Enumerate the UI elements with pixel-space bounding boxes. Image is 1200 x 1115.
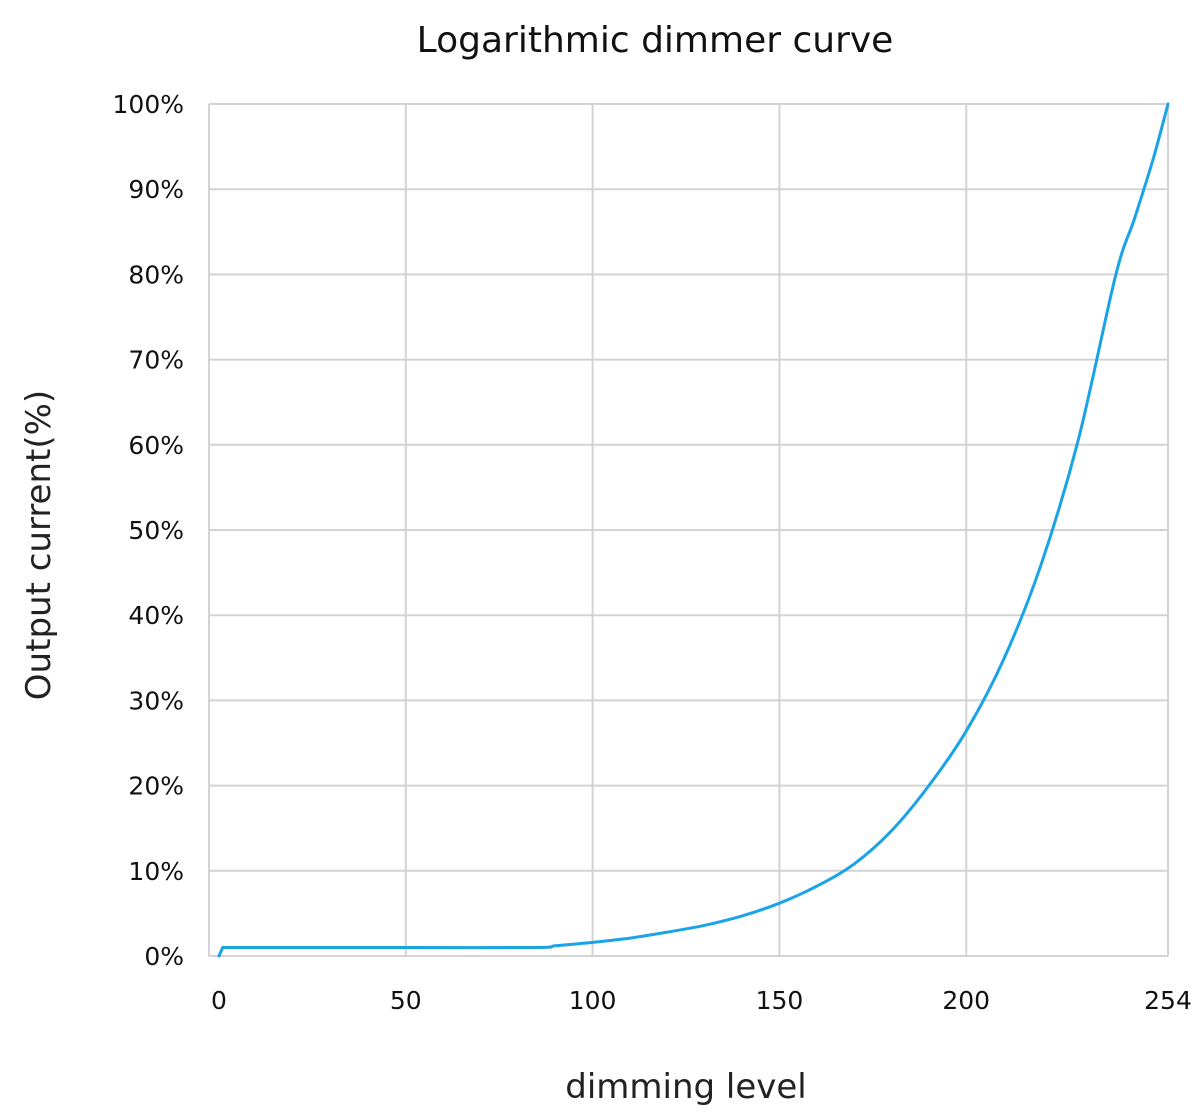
y-tick-label: 90%: [128, 175, 184, 204]
y-tick-label: 40%: [128, 601, 184, 630]
grid-layer: [209, 103, 1169, 956]
series-line: [217, 102, 1170, 958]
y-tick-label: 70%: [128, 346, 184, 375]
x-tick-label: 150: [756, 986, 804, 1015]
y-tick-label: 60%: [128, 431, 184, 460]
y-tick-label: 30%: [128, 686, 184, 715]
y-tick-label: 20%: [128, 772, 184, 801]
series-layer: [217, 102, 1170, 958]
x-tick-label: 50: [390, 986, 422, 1015]
x-tick-label: 0: [211, 986, 227, 1015]
x-tick-labels: 0 50 100 150 200 254: [211, 986, 1192, 1015]
y-tick-label: 0%: [144, 942, 184, 971]
y-tick-label: 100%: [113, 90, 184, 119]
y-axis-title: Output current(%): [19, 390, 59, 700]
x-tick-label: 200: [942, 986, 990, 1015]
x-tick-label: 100: [569, 986, 617, 1015]
x-tick-label: 254: [1144, 986, 1192, 1015]
y-tick-labels: 0% 10% 20% 30% 40% 50% 60% 70% 80% 90% 100%: [113, 90, 184, 971]
chart-title: Logarithmic dimmer curve: [417, 20, 894, 61]
y-tick-label: 80%: [128, 260, 184, 289]
axis-layer: [208, 104, 1168, 957]
y-tick-label: 50%: [128, 516, 184, 545]
y-tick-label: 10%: [128, 857, 184, 886]
x-axis-title: dimming level: [565, 1067, 807, 1107]
